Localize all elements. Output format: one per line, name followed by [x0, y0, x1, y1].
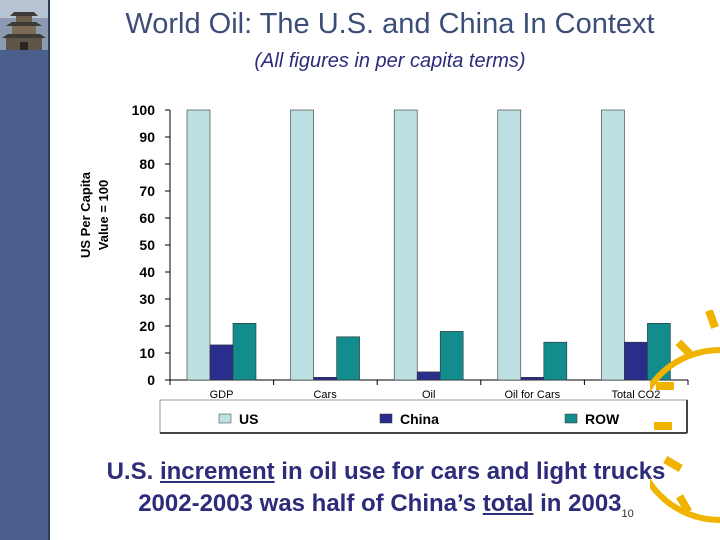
bar-china	[313, 376, 337, 381]
bar-row	[543, 341, 568, 381]
caption-emphasis-increment: increment	[159, 458, 275, 485]
legend-label-us: US	[239, 411, 258, 427]
slide-title: World Oil: The U.S. and China In Context	[125, 8, 655, 40]
sidebar-divider	[48, 0, 50, 540]
bar-chart: US Per Capita Value = 100 0 10 20 30 40 50 60 70…	[78, 102, 689, 434]
bar-china	[520, 376, 545, 381]
x-tick-label: Total CO2	[611, 389, 660, 401]
slide-sidebar	[0, 0, 48, 540]
x-tick-label: Oil for Cars	[504, 389, 560, 401]
y-tick-label: 30	[139, 291, 155, 307]
y-tick-label: 70	[139, 183, 155, 199]
slide-subtitle: (All figures in per capita terms)	[254, 50, 526, 72]
bar-us	[290, 109, 314, 381]
legend-swatch-us	[218, 413, 232, 424]
sun-decoration-icon	[650, 310, 720, 523]
slide-caption: U.S. increment in oil use for cars and l…	[56, 456, 716, 530]
y-axis-title-line: US Per Capita	[78, 171, 93, 258]
bar-us	[186, 109, 211, 381]
caption-line-2: 2002-2003 was half of China’s total in 2…	[56, 488, 716, 530]
y-tick-label: 20	[139, 318, 155, 334]
bar-us	[497, 109, 522, 381]
y-axis-title-line: Value = 100	[96, 180, 111, 250]
plot-area	[169, 109, 689, 385]
x-tick-label: Oil	[422, 389, 435, 401]
x-tick-label: GDP	[210, 389, 234, 401]
legend-box	[159, 399, 688, 434]
pagoda-icon	[0, 0, 48, 50]
y-tick-label: 0	[147, 372, 155, 388]
caption-emphasis-total: total	[482, 490, 534, 517]
x-axis-labels: GDP Cars Oil Oil for Cars Total CO2	[210, 389, 661, 401]
bar-us	[601, 109, 625, 381]
pagoda-logo	[0, 0, 48, 50]
y-tick-label: 10	[139, 345, 155, 361]
bar-row	[232, 323, 257, 381]
chart-legend: US China ROW	[159, 399, 688, 434]
bar-china	[209, 344, 234, 381]
legend-label-row: ROW	[585, 411, 620, 427]
bar-us	[393, 109, 418, 381]
legend-label-china: China	[400, 411, 439, 427]
x-tick-label: Cars	[313, 389, 337, 401]
y-tick-label: 40	[139, 264, 155, 280]
y-tick-label: 50	[139, 237, 155, 253]
legend-swatch-china	[379, 413, 393, 424]
y-tick-label: 60	[139, 210, 155, 226]
bar-row	[336, 336, 360, 381]
caption-line-1: U.S. increment in oil use for cars and l…	[56, 456, 716, 488]
legend-swatch-row	[564, 413, 578, 424]
caption-text: U.S.	[106, 458, 160, 485]
y-axis-ticks: 0 10 20 30 40 50 60 70 80 90 100	[132, 102, 170, 388]
bar-row	[439, 331, 464, 381]
y-tick-label: 80	[139, 156, 155, 172]
y-axis-title: US Per Capita Value = 100	[78, 171, 111, 258]
bar-china	[416, 371, 441, 381]
caption-text: in oil use for cars and light trucks	[274, 458, 666, 485]
caption-text: 2002-2003 was half of China’s	[138, 490, 483, 517]
caption-text: in 2003	[533, 490, 622, 517]
bar-china	[624, 341, 648, 381]
page-number: 10	[621, 507, 634, 520]
y-tick-label: 90	[139, 129, 155, 145]
y-tick-label: 100	[132, 102, 156, 118]
